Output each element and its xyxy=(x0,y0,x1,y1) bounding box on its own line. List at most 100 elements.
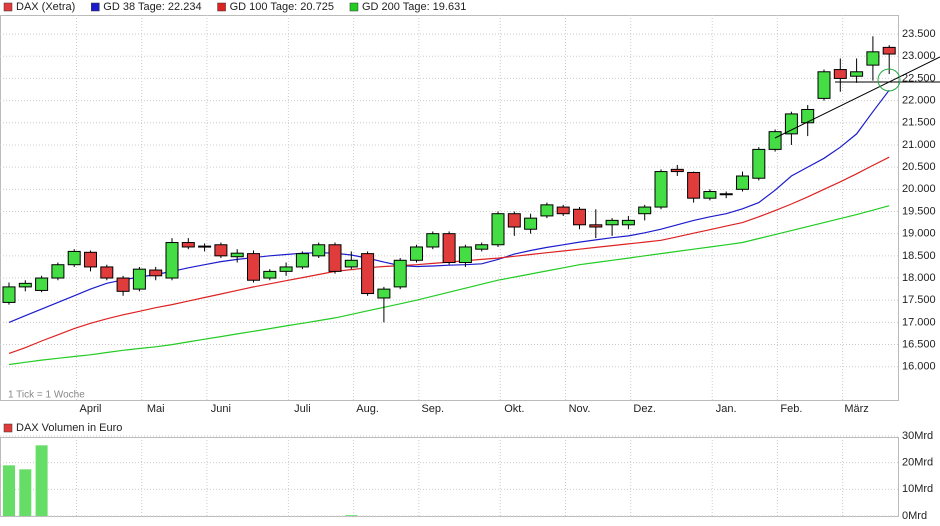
candle-body xyxy=(784,113,798,135)
candle-body xyxy=(605,219,619,226)
candle-body xyxy=(833,69,847,79)
y-tick-label: 20Mrd xyxy=(902,457,933,469)
y-tick-label: 0Mrd xyxy=(902,510,927,522)
candle-body xyxy=(2,286,16,303)
legend-label: GD 100 Tage: 20.725 xyxy=(230,1,334,13)
price-panel: 16.000 16.500 17.000 17.500 18.000 18.500 19.0… xyxy=(0,15,936,415)
candle-body xyxy=(328,244,342,272)
candle-body xyxy=(344,259,358,268)
y-tick-label: 23.500 xyxy=(902,28,936,40)
x-tick-label: Jan. xyxy=(716,403,737,415)
candle-body xyxy=(149,269,163,277)
x-tick-label: Nov. xyxy=(569,403,591,415)
legend-label: DAX Volumen in Euro xyxy=(16,422,122,434)
candle-body xyxy=(230,252,244,258)
candle-body xyxy=(214,244,228,257)
candle-body xyxy=(165,242,179,279)
x-tick-label: Feb. xyxy=(780,403,802,415)
candle-body xyxy=(703,191,717,199)
y-tick-label: 19.500 xyxy=(902,205,936,217)
candle-body xyxy=(410,246,423,261)
candle-body xyxy=(524,217,538,230)
candle-body xyxy=(621,219,635,226)
x-tick-label: Okt. xyxy=(504,403,524,415)
x-tick-label: Sep. xyxy=(421,403,444,415)
candle-body xyxy=(18,282,32,288)
moving-average-line xyxy=(8,205,890,366)
x-tick-label: März xyxy=(844,403,868,415)
y-tick-label: 21.500 xyxy=(902,117,936,129)
candle-body xyxy=(393,259,407,288)
candle-body xyxy=(312,244,326,257)
candle-body xyxy=(638,206,652,215)
candle-body xyxy=(84,251,97,268)
legend-swatch xyxy=(91,2,100,12)
volume-bar xyxy=(345,515,358,516)
y-tick-label: 19.000 xyxy=(902,228,936,240)
candle-body xyxy=(116,277,130,292)
y-tick-label: 20.500 xyxy=(902,161,936,173)
candle-body xyxy=(556,206,570,215)
candle-body xyxy=(377,288,391,299)
y-tick-label: 10Mrd xyxy=(902,483,933,495)
y-tick-label: 17.500 xyxy=(902,294,936,306)
candle-body xyxy=(67,250,81,266)
candle-body xyxy=(132,268,146,290)
candle-body xyxy=(687,171,701,199)
candle-body xyxy=(801,108,815,124)
y-tick-label: 30Mrd xyxy=(902,430,933,442)
candle-body xyxy=(752,148,766,179)
candle-body xyxy=(768,131,782,150)
candle-body xyxy=(866,51,880,66)
volume-panel-frame xyxy=(0,437,899,517)
candle-body xyxy=(263,270,277,279)
volume-bar xyxy=(19,469,32,516)
candle-body xyxy=(882,46,896,55)
x-tick-label: Mai xyxy=(147,403,165,415)
candle-body xyxy=(279,266,293,272)
legend-label: GD 38 Tage: 22.234 xyxy=(103,1,201,13)
volume-bar xyxy=(3,465,15,516)
candle-body xyxy=(670,168,684,173)
candle-body xyxy=(198,245,212,248)
candle-body xyxy=(426,233,440,248)
y-tick-label: 16.000 xyxy=(902,361,936,373)
candle-body xyxy=(589,224,603,228)
legend-swatch xyxy=(217,2,226,12)
y-tick-label: 20.000 xyxy=(902,183,936,195)
y-tick-label: 17.000 xyxy=(902,316,936,328)
legend: DAX (Xetra) GD 38 Tage: 22.234 GD 100 Tage… xyxy=(3,1,466,434)
y-tick-label: 18.000 xyxy=(902,272,936,284)
candle-body xyxy=(850,71,864,77)
x-tick-label: April xyxy=(79,403,101,415)
x-tick-label: Aug. xyxy=(356,403,379,415)
candle-body xyxy=(442,233,456,264)
legend-swatch xyxy=(3,423,13,433)
candle-body xyxy=(475,244,489,250)
candle-body xyxy=(540,204,554,217)
price-panel-frame xyxy=(0,15,899,401)
candle-body xyxy=(361,253,375,295)
x-tick-label: Juli xyxy=(294,403,311,415)
annotation: 1 Tick = 1 Woche xyxy=(8,390,85,401)
candle-body xyxy=(491,213,505,246)
candle-body xyxy=(295,253,309,268)
candle-body xyxy=(817,71,831,99)
legend-label: DAX (Xetra) xyxy=(16,1,75,13)
x-tick-label: Dez. xyxy=(633,403,656,415)
candle-body xyxy=(181,242,195,248)
candle-body xyxy=(654,171,668,208)
volume-panel: 0Mrd 10Mrd 20Mrd 30Mrd xyxy=(0,430,933,522)
candle-body xyxy=(573,208,586,226)
y-tick-label: 22.000 xyxy=(902,95,936,107)
y-tick-label: 22.500 xyxy=(902,72,936,84)
y-tick-label: 21.000 xyxy=(902,139,936,151)
candle-body xyxy=(458,246,472,263)
trend-line xyxy=(774,56,940,139)
legend-swatch xyxy=(3,2,13,12)
y-tick-label: 16.500 xyxy=(902,338,936,350)
candle-body xyxy=(247,253,260,281)
candle-body xyxy=(719,193,733,196)
volume-bar xyxy=(35,445,48,516)
